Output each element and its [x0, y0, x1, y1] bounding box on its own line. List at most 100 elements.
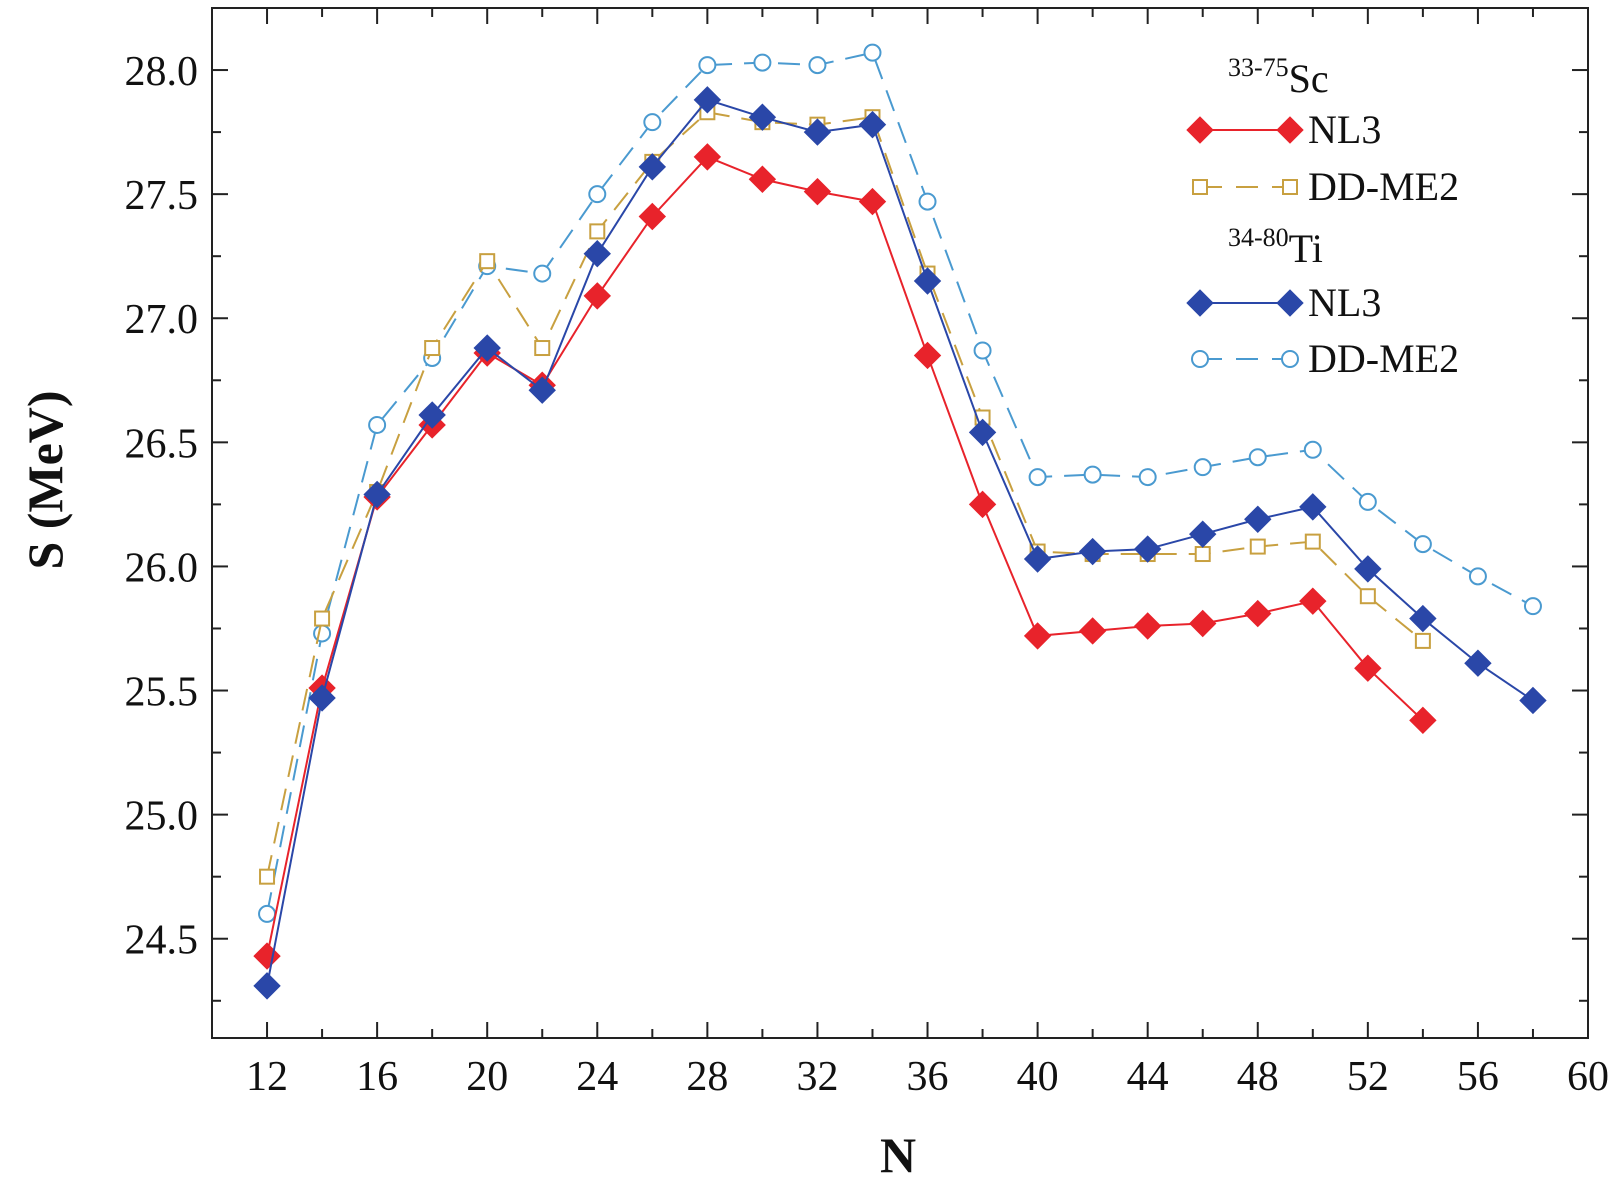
series-line	[266, 98, 1534, 987]
data-point	[1413, 535, 1432, 554]
data-point	[589, 223, 606, 240]
data-point	[1028, 468, 1047, 487]
data-point	[1299, 587, 1327, 615]
data-point	[1409, 706, 1437, 735]
data-point	[1189, 520, 1217, 548]
y-tick-label: 27.0	[125, 297, 199, 343]
data-point	[1354, 654, 1382, 682]
data-point	[368, 415, 387, 434]
y-tick-label: 26.5	[125, 421, 199, 467]
y-tick-label: 24.5	[125, 918, 199, 964]
data-point	[858, 110, 887, 139]
legend-element-symbol: Ti	[1289, 226, 1323, 271]
data-point	[1023, 622, 1052, 650]
series-line	[266, 111, 1424, 877]
legend-marker	[1192, 179, 1208, 195]
legend-marker	[1186, 289, 1214, 317]
data-point	[1244, 599, 1272, 628]
data-point	[1193, 458, 1212, 477]
ticks-group: 12 16 20 24 28 32 36 40 44 48 52 56 60 24.5 25.0 25.5 26…	[125, 7, 1609, 1100]
x-tick-label: 24	[576, 1054, 618, 1100]
x-tick-label: 32	[796, 1054, 838, 1100]
data-point	[1248, 448, 1267, 467]
series-sc-dd-me2	[259, 104, 1431, 885]
x-tick-label: 52	[1347, 1054, 1389, 1100]
axes-frame-group	[211, 7, 1589, 1039]
data-point	[259, 868, 276, 885]
data-point	[693, 143, 722, 171]
x-tick-label: 60	[1567, 1054, 1609, 1100]
legend-marker	[1282, 179, 1298, 195]
data-point	[1023, 545, 1052, 573]
x-tick-label: 12	[246, 1054, 288, 1100]
data-point	[1304, 533, 1321, 550]
x-tick-label: 16	[356, 1054, 398, 1100]
data-point	[1303, 440, 1322, 459]
legend-item: NL3	[1186, 280, 1381, 325]
legend-item: NL3	[1186, 107, 1381, 152]
data-point	[1414, 632, 1431, 649]
legend-element-symbol: Sc	[1289, 56, 1329, 101]
x-axis-title: N	[880, 1127, 916, 1183]
data-point	[693, 86, 722, 114]
legend-marker	[1276, 289, 1304, 317]
data-point	[314, 610, 331, 627]
data-point	[253, 942, 281, 970]
data-point	[753, 53, 772, 72]
series-group	[253, 43, 1547, 1000]
data-point	[1358, 492, 1377, 511]
data-point	[1359, 588, 1376, 605]
plot-frame	[211, 7, 1589, 1039]
data-point	[808, 56, 827, 75]
legend-label: DD-ME2	[1308, 336, 1459, 381]
data-point	[1464, 649, 1492, 677]
data-point	[748, 165, 777, 193]
series-line	[266, 155, 1424, 957]
data-point	[913, 267, 942, 295]
series-sc-nl3	[253, 143, 1437, 970]
data-point	[418, 401, 446, 429]
legend-marker	[1191, 350, 1209, 368]
y-tick-label: 26.0	[125, 545, 199, 591]
data-point	[1523, 597, 1542, 616]
data-point	[1133, 612, 1162, 640]
data-point	[253, 972, 281, 1000]
y-tick-label: 28.0	[125, 49, 199, 95]
data-point	[1519, 686, 1547, 715]
data-point	[918, 192, 937, 211]
data-point	[1409, 604, 1437, 633]
data-point	[363, 480, 391, 509]
x-tick-label: 48	[1237, 1054, 1279, 1100]
data-point	[858, 187, 887, 216]
y-tick-label: 27.5	[125, 173, 199, 219]
data-point	[968, 490, 997, 519]
data-point	[533, 264, 552, 283]
y-tick-label: 25.5	[125, 670, 199, 716]
legend-mass-range: 34-80	[1228, 223, 1289, 252]
x-tick-label: 56	[1457, 1054, 1499, 1100]
legend-marker	[1281, 350, 1299, 368]
data-point	[473, 334, 501, 362]
y-axis-title: S (MeV)	[17, 390, 73, 569]
legend-marker	[1186, 116, 1214, 144]
data-point	[534, 340, 551, 357]
data-point	[1133, 535, 1162, 563]
data-point	[1083, 465, 1102, 484]
data-point	[1189, 609, 1217, 638]
legend-item: DD-ME2	[1192, 164, 1459, 209]
data-point	[308, 684, 336, 712]
data-point	[1138, 468, 1157, 487]
data-point	[1249, 538, 1266, 555]
data-point	[258, 904, 277, 923]
x-tick-label: 44	[1127, 1054, 1169, 1100]
series-ti-nl3	[253, 86, 1547, 1000]
data-point	[973, 341, 992, 360]
data-point	[479, 253, 496, 270]
data-point	[1078, 617, 1107, 645]
legend-label: NL3	[1308, 107, 1381, 152]
data-point	[913, 341, 942, 370]
series-line	[266, 51, 1534, 915]
data-point	[583, 240, 611, 268]
data-point	[1299, 493, 1327, 521]
